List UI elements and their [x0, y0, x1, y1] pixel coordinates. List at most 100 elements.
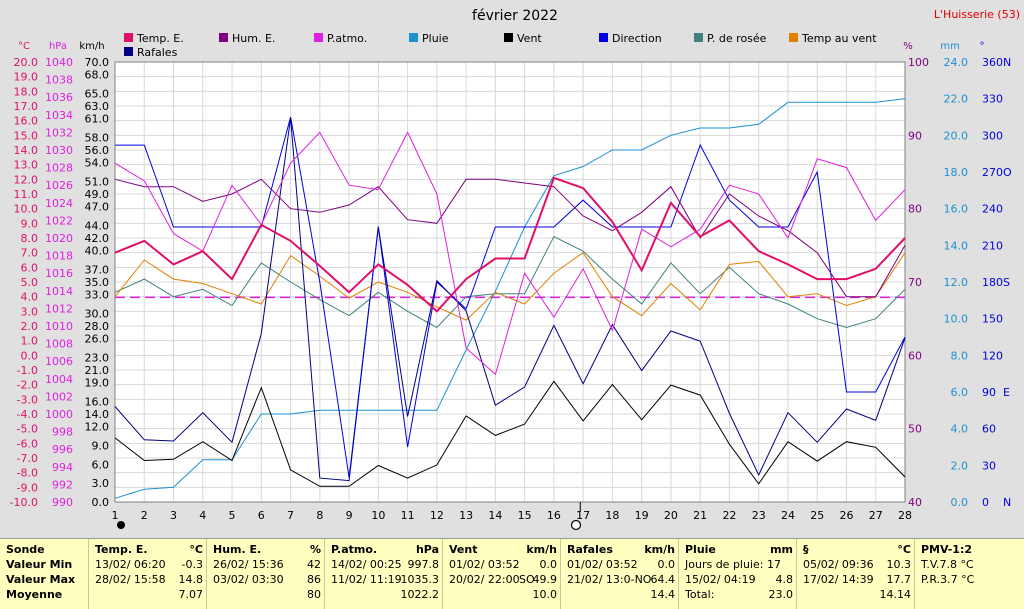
pct-tick-label: 60 — [908, 349, 922, 362]
mm-unit-label: mm — [940, 41, 959, 52]
kmh-tick-label: 44.0 — [85, 219, 110, 232]
hpa-tick-label: 1024 — [45, 197, 73, 210]
rafales-unit: km/h — [644, 543, 675, 556]
legend-label: Temp. E. — [136, 32, 184, 45]
temp-max-value: 14.8 — [178, 573, 204, 586]
legend-label: Pluie — [422, 32, 449, 45]
temp-tick-label: -2.0 — [17, 379, 38, 392]
hpa-tick-label: 1030 — [45, 144, 73, 157]
pluie-total-value: 23.0 — [768, 588, 794, 601]
hpa-tick-label: 1018 — [45, 250, 73, 263]
x-tick-label: 21 — [693, 509, 707, 522]
deg-tick-label: 60 — [982, 423, 996, 436]
temp-min-date: 13/02/ 06:20 — [95, 558, 166, 571]
hpa-tick-label: 1038 — [45, 74, 73, 87]
vent-avg-value: 10.0 — [532, 588, 558, 601]
kmh-tick-label: 51.0 — [85, 175, 110, 188]
hpa-tick-label: 996 — [52, 443, 73, 456]
patmo-avg-row: 1022.2 — [331, 588, 440, 602]
rafales-avg-row: 14.4 — [567, 588, 676, 602]
hpa-tick-label: 1006 — [45, 355, 73, 368]
rafales-avg-value: 14.4 — [650, 588, 676, 601]
temp-tick-label: -8.0 — [17, 467, 38, 480]
series-line-p-atmo — [114, 131, 906, 376]
mm-tick-label: 16.0 — [944, 203, 969, 216]
x-tick-label: 14 — [488, 509, 502, 522]
hpa-tick-label: 1032 — [45, 126, 73, 139]
x-tick-label: 1 — [112, 509, 119, 522]
vent-max-row: 20/02/ 22:00 SO 49.9 — [449, 573, 557, 587]
vent-header: Vent km/h — [449, 543, 557, 557]
pluie-days-row: Jours de pluie: 17 — [685, 558, 793, 572]
chart-title: février 2022 — [472, 8, 558, 24]
hpa-tick-label: 1008 — [45, 338, 73, 351]
pluie-max-row: 15/02/ 04:19 4.8 — [685, 573, 793, 587]
hpa-tick-label: 992 — [52, 478, 73, 491]
series-line-temp-e — [114, 176, 906, 313]
x-tick-label: 11 — [401, 509, 415, 522]
temp-tick-label: 7.0 — [21, 247, 39, 260]
temp-tick-label: -3.0 — [17, 393, 38, 406]
vent-max-direction: SO — [519, 573, 535, 586]
temp-tick-label: 0.0 — [21, 349, 39, 362]
plot-border — [114, 61, 906, 503]
kmh-tick-label: 35.0 — [85, 276, 110, 289]
temp-unit: °C — [189, 543, 203, 556]
x-tick-label: 6 — [258, 509, 265, 522]
mm-tick-label: 10.0 — [944, 313, 969, 326]
weather-chart: -10.0 -9.0 -8.0 -7.0 -6.0 -5.0 -4.0 -3.0 -2.0 -1.… — [0, 0, 1024, 538]
temp-max-row: 28/02/ 15:58 14.8 — [95, 573, 203, 587]
temp-tick-label: 12.0 — [14, 173, 39, 186]
series-line-direction — [115, 116, 906, 478]
x-tick-label: 9 — [346, 509, 353, 522]
deg-tick-label: 120 — [982, 349, 1003, 362]
temp-tick-label: -4.0 — [17, 408, 38, 421]
legend-swatch — [314, 33, 323, 42]
mm-tick-label: 12.0 — [944, 276, 969, 289]
temp-min-value: -0.3 — [181, 558, 203, 571]
hpa-tick-label: 990 — [52, 496, 73, 509]
summary-col-pmv: PMV-1:2 T.V.7.8 °C P.R.3.7 °C — [914, 539, 1024, 609]
legend-swatch — [504, 33, 513, 42]
x-tick-label: 26 — [839, 509, 853, 522]
hum-unit: % — [309, 543, 321, 556]
kmh-tick-label: 28.0 — [85, 320, 110, 333]
kmh-tick-label: 3.0 — [92, 477, 110, 490]
pct-unit-label: % — [903, 41, 913, 52]
x-tick-label: 2 — [141, 509, 148, 522]
temp-tick-label: 17.0 — [14, 100, 39, 113]
mm-tick-label: 4.0 — [951, 423, 969, 436]
temp-tick-label: 18.0 — [14, 85, 39, 98]
patmo-avg-value: 1022.2 — [400, 588, 440, 601]
temp-tick-label: 2.0 — [21, 320, 39, 333]
kmh-tick-label: 56.0 — [85, 144, 110, 157]
legend-label: Rafales — [137, 46, 178, 59]
kmh-tick-label: 23.0 — [85, 351, 110, 364]
x-tick-label: 15 — [518, 509, 532, 522]
series-group — [114, 98, 906, 499]
legend-label: Vent — [517, 32, 542, 45]
series-line-hum-e — [114, 178, 906, 298]
hpa-tick-label: 1012 — [45, 302, 73, 315]
sonde-row-avg: Moyenne — [6, 588, 63, 601]
temp-tick-label: 10.0 — [14, 203, 39, 216]
deg-tick-label: 300 — [982, 129, 1003, 142]
hum-max-value: 86 — [307, 573, 321, 586]
patmo-min-row: 14/02/ 00:25 997.8 — [331, 558, 439, 572]
temp-tick-label: 14.0 — [14, 144, 39, 157]
legend-swatch — [124, 33, 133, 42]
patmo-title: P.atmo. — [331, 543, 378, 556]
deg-cardinal-label: S — [1003, 276, 1010, 289]
hpa-tick-label: 998 — [52, 426, 73, 439]
deg-tick-label: 30 — [982, 459, 996, 472]
temp-tick-label: -1.0 — [17, 364, 38, 377]
kmh-tick-label: 54.0 — [85, 157, 110, 170]
summary-col-temp: Temp. E. °C 13/02/ 06:20 -0.3 28/02/ 15:58… — [88, 539, 207, 609]
hum-header: Hum. E.% — [213, 543, 321, 557]
legend: Temp. E. Hum. E. P.atmo. Pluie Vent Direction… — [124, 32, 877, 59]
hum-max-date: 03/02/ 03:30 — [213, 573, 284, 586]
temp-tick-label: -10.0 — [10, 496, 38, 509]
x-tick-label: 28 — [898, 509, 912, 522]
rosee-max-value: 17.7 — [886, 573, 912, 586]
kmh-tick-label: 6.0 — [92, 458, 110, 471]
